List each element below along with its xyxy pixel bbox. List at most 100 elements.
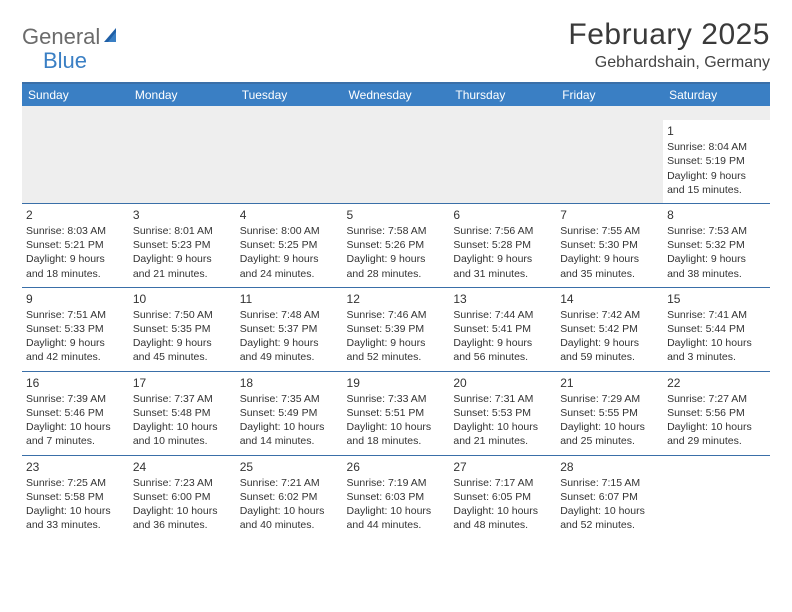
daylight-text: Daylight: 10 hours and 44 minutes. (347, 504, 446, 532)
col-tuesday: Tuesday (236, 84, 343, 106)
day-cell: 14Sunrise: 7:42 AMSunset: 5:42 PMDayligh… (556, 287, 663, 371)
sunrise-text: Sunrise: 7:51 AM (26, 308, 125, 322)
day-number: 23 (26, 459, 125, 475)
daylight-text: Daylight: 10 hours and 29 minutes. (667, 420, 766, 448)
logo: General (22, 18, 122, 50)
day-number: 13 (453, 291, 552, 307)
sunrise-text: Sunrise: 7:21 AM (240, 476, 339, 490)
sunrise-text: Sunrise: 7:46 AM (347, 308, 446, 322)
day-number: 3 (133, 207, 232, 223)
day-cell (129, 120, 236, 203)
col-wednesday: Wednesday (343, 84, 450, 106)
daylight-text: Daylight: 10 hours and 7 minutes. (26, 420, 125, 448)
sunset-text: Sunset: 5:58 PM (26, 490, 125, 504)
day-number: 27 (453, 459, 552, 475)
sunrise-text: Sunrise: 7:44 AM (453, 308, 552, 322)
daylight-text: Daylight: 9 hours and 35 minutes. (560, 252, 659, 280)
sunset-text: Sunset: 5:25 PM (240, 238, 339, 252)
day-cell: 28Sunrise: 7:15 AMSunset: 6:07 PMDayligh… (556, 455, 663, 538)
sunrise-text: Sunrise: 7:17 AM (453, 476, 552, 490)
day-cell: 6Sunrise: 7:56 AMSunset: 5:28 PMDaylight… (449, 203, 556, 287)
sunrise-text: Sunrise: 7:33 AM (347, 392, 446, 406)
day-number: 5 (347, 207, 446, 223)
sunset-text: Sunset: 5:19 PM (667, 154, 766, 168)
sunset-text: Sunset: 5:30 PM (560, 238, 659, 252)
week-row: 16Sunrise: 7:39 AMSunset: 5:46 PMDayligh… (22, 371, 770, 455)
sunrise-text: Sunrise: 7:41 AM (667, 308, 766, 322)
daylight-text: Daylight: 10 hours and 40 minutes. (240, 504, 339, 532)
daylight-text: Daylight: 9 hours and 24 minutes. (240, 252, 339, 280)
day-cell: 23Sunrise: 7:25 AMSunset: 5:58 PMDayligh… (22, 455, 129, 538)
sunrise-text: Sunrise: 7:50 AM (133, 308, 232, 322)
day-cell (22, 120, 129, 203)
day-cell: 17Sunrise: 7:37 AMSunset: 5:48 PMDayligh… (129, 371, 236, 455)
header: General February 2025 Gebhardshain, Germ… (22, 18, 770, 72)
sunset-text: Sunset: 5:39 PM (347, 322, 446, 336)
sunrise-text: Sunrise: 7:29 AM (560, 392, 659, 406)
sunrise-text: Sunrise: 7:19 AM (347, 476, 446, 490)
sunrise-text: Sunrise: 7:53 AM (667, 224, 766, 238)
day-cell: 22Sunrise: 7:27 AMSunset: 5:56 PMDayligh… (663, 371, 770, 455)
daylight-text: Daylight: 10 hours and 33 minutes. (26, 504, 125, 532)
day-cell (663, 455, 770, 538)
day-cell: 11Sunrise: 7:48 AMSunset: 5:37 PMDayligh… (236, 287, 343, 371)
daylight-text: Daylight: 10 hours and 14 minutes. (240, 420, 339, 448)
day-cell: 3Sunrise: 8:01 AMSunset: 5:23 PMDaylight… (129, 203, 236, 287)
sunset-text: Sunset: 5:46 PM (26, 406, 125, 420)
daylight-text: Daylight: 9 hours and 49 minutes. (240, 336, 339, 364)
calendar-body: 1Sunrise: 8:04 AMSunset: 5:19 PMDaylight… (22, 106, 770, 538)
day-cell: 27Sunrise: 7:17 AMSunset: 6:05 PMDayligh… (449, 455, 556, 538)
day-number: 8 (667, 207, 766, 223)
sunrise-text: Sunrise: 7:27 AM (667, 392, 766, 406)
day-cell: 9Sunrise: 7:51 AMSunset: 5:33 PMDaylight… (22, 287, 129, 371)
daylight-text: Daylight: 10 hours and 3 minutes. (667, 336, 766, 364)
day-cell: 20Sunrise: 7:31 AMSunset: 5:53 PMDayligh… (449, 371, 556, 455)
sunset-text: Sunset: 5:56 PM (667, 406, 766, 420)
daylight-text: Daylight: 9 hours and 59 minutes. (560, 336, 659, 364)
daylight-text: Daylight: 9 hours and 18 minutes. (26, 252, 125, 280)
sunrise-text: Sunrise: 8:00 AM (240, 224, 339, 238)
day-cell: 5Sunrise: 7:58 AMSunset: 5:26 PMDaylight… (343, 203, 450, 287)
col-thursday: Thursday (449, 84, 556, 106)
sunset-text: Sunset: 5:32 PM (667, 238, 766, 252)
sunrise-text: Sunrise: 7:25 AM (26, 476, 125, 490)
day-cell: 7Sunrise: 7:55 AMSunset: 5:30 PMDaylight… (556, 203, 663, 287)
day-cell: 12Sunrise: 7:46 AMSunset: 5:39 PMDayligh… (343, 287, 450, 371)
title-block: February 2025 Gebhardshain, Germany (568, 18, 770, 72)
day-cell: 21Sunrise: 7:29 AMSunset: 5:55 PMDayligh… (556, 371, 663, 455)
day-cell: 4Sunrise: 8:00 AMSunset: 5:25 PMDaylight… (236, 203, 343, 287)
daylight-text: Daylight: 10 hours and 18 minutes. (347, 420, 446, 448)
week-row: 2Sunrise: 8:03 AMSunset: 5:21 PMDaylight… (22, 203, 770, 287)
day-number: 21 (560, 375, 659, 391)
title-location: Gebhardshain, Germany (568, 54, 770, 72)
day-number: 1 (667, 123, 766, 139)
sunrise-text: Sunrise: 8:01 AM (133, 224, 232, 238)
day-number: 19 (347, 375, 446, 391)
day-cell: 26Sunrise: 7:19 AMSunset: 6:03 PMDayligh… (343, 455, 450, 538)
calendar-table: Sunday Monday Tuesday Wednesday Thursday… (22, 84, 770, 538)
day-number: 14 (560, 291, 659, 307)
day-number: 12 (347, 291, 446, 307)
sunrise-text: Sunrise: 7:56 AM (453, 224, 552, 238)
day-cell (236, 120, 343, 203)
sunrise-text: Sunrise: 7:58 AM (347, 224, 446, 238)
day-number: 22 (667, 375, 766, 391)
sunset-text: Sunset: 5:48 PM (133, 406, 232, 420)
daylight-text: Daylight: 9 hours and 56 minutes. (453, 336, 552, 364)
daylight-text: Daylight: 10 hours and 10 minutes. (133, 420, 232, 448)
sunrise-text: Sunrise: 7:55 AM (560, 224, 659, 238)
weekday-header-row: Sunday Monday Tuesday Wednesday Thursday… (22, 84, 770, 106)
title-month: February 2025 (568, 18, 770, 52)
week-row: 1Sunrise: 8:04 AMSunset: 5:19 PMDaylight… (22, 120, 770, 203)
sunrise-text: Sunrise: 7:35 AM (240, 392, 339, 406)
sunset-text: Sunset: 5:53 PM (453, 406, 552, 420)
sunset-text: Sunset: 5:42 PM (560, 322, 659, 336)
daylight-text: Daylight: 9 hours and 21 minutes. (133, 252, 232, 280)
day-number: 26 (347, 459, 446, 475)
sunset-text: Sunset: 6:02 PM (240, 490, 339, 504)
daylight-text: Daylight: 10 hours and 25 minutes. (560, 420, 659, 448)
day-number: 16 (26, 375, 125, 391)
day-number: 6 (453, 207, 552, 223)
sunset-text: Sunset: 6:05 PM (453, 490, 552, 504)
sunrise-text: Sunrise: 7:42 AM (560, 308, 659, 322)
